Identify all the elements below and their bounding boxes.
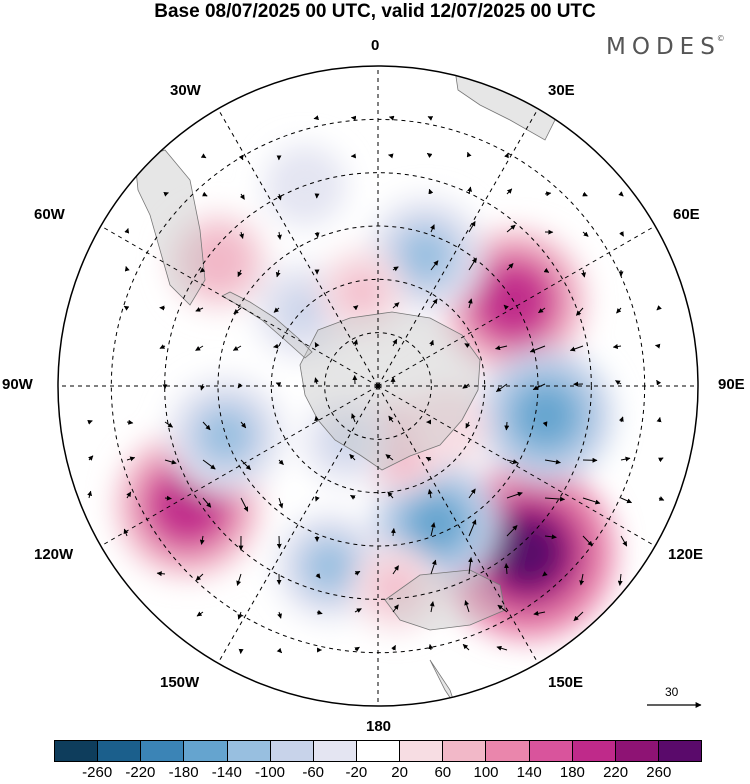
lon-label-180: 180 xyxy=(366,718,391,735)
colorbar-tick-label: -260 xyxy=(82,764,112,781)
colorbar-tick-label: -220 xyxy=(125,764,155,781)
colorbar-swatch xyxy=(530,741,573,761)
anomaly-blob xyxy=(199,409,252,462)
anomaly-blob xyxy=(489,513,567,591)
colorbar-tick-label: 20 xyxy=(391,764,408,781)
colorbar-swatch xyxy=(228,741,271,761)
colorbar-tick-label: 260 xyxy=(646,764,671,781)
colorbar-swatch xyxy=(486,741,529,761)
colorbar-tick-label: -20 xyxy=(346,764,368,781)
wind-arrow xyxy=(506,422,507,430)
colorbar-swatch xyxy=(659,741,701,761)
lon-label-150w: 150W xyxy=(160,674,199,691)
anomaly-blob xyxy=(342,272,381,311)
wind-arrow xyxy=(165,498,171,499)
wind-arrow xyxy=(314,118,317,119)
lon-label-0: 0 xyxy=(371,37,379,54)
colorbar-tick-label: 140 xyxy=(517,764,542,781)
colorbar-swatch xyxy=(573,741,616,761)
colorbar-swatch xyxy=(271,741,314,761)
lon-label-90e: 90E xyxy=(718,376,745,393)
colorbar-ticks: -260 -220 -180 -140 -100 -60 -20 20 60 100 140 180 2… xyxy=(0,764,750,784)
colorbar-swatch xyxy=(357,741,400,761)
colorbar-swatch xyxy=(616,741,659,761)
colorbar-tick-label: -180 xyxy=(169,764,199,781)
colorbar-tick-label: -60 xyxy=(302,764,324,781)
anomaly-blob xyxy=(399,229,452,282)
colorbar-swatch xyxy=(314,741,357,761)
wind-arrow xyxy=(655,345,659,346)
lon-label-120w: 120W xyxy=(34,546,73,563)
colorbar-swatch xyxy=(443,741,486,761)
colorbar-swatch xyxy=(98,741,141,761)
colorbar-tick-label: -140 xyxy=(212,764,242,781)
lon-label-150e: 150E xyxy=(548,674,583,691)
lon-label-120e: 120E xyxy=(668,546,703,563)
colorbar-tick-label: -100 xyxy=(255,764,285,781)
colorbar-swatch xyxy=(55,741,98,761)
colorbar-tick-label: 60 xyxy=(434,764,451,781)
colorbar-swatch xyxy=(184,741,227,761)
lon-label-30w: 30W xyxy=(170,82,201,99)
colorbar-tick-label: 220 xyxy=(603,764,628,781)
colorbar xyxy=(54,740,702,762)
anomaly-blob xyxy=(516,385,577,446)
anomaly-blob xyxy=(305,542,354,591)
colorbar-tick-label: 100 xyxy=(473,764,498,781)
anomaly-blob xyxy=(408,495,465,552)
lon-label-60e: 60E xyxy=(673,206,700,223)
lon-label-60w: 60W xyxy=(34,206,65,223)
colorbar-tick-label: 180 xyxy=(560,764,585,781)
lon-label-30e: 30E xyxy=(548,82,575,99)
reference-vector: 30 xyxy=(645,685,705,715)
pole-marker xyxy=(376,384,381,389)
colorbar-swatch xyxy=(400,741,443,761)
colorbar-swatch xyxy=(141,741,184,761)
lon-label-90w: 90W xyxy=(2,376,33,393)
